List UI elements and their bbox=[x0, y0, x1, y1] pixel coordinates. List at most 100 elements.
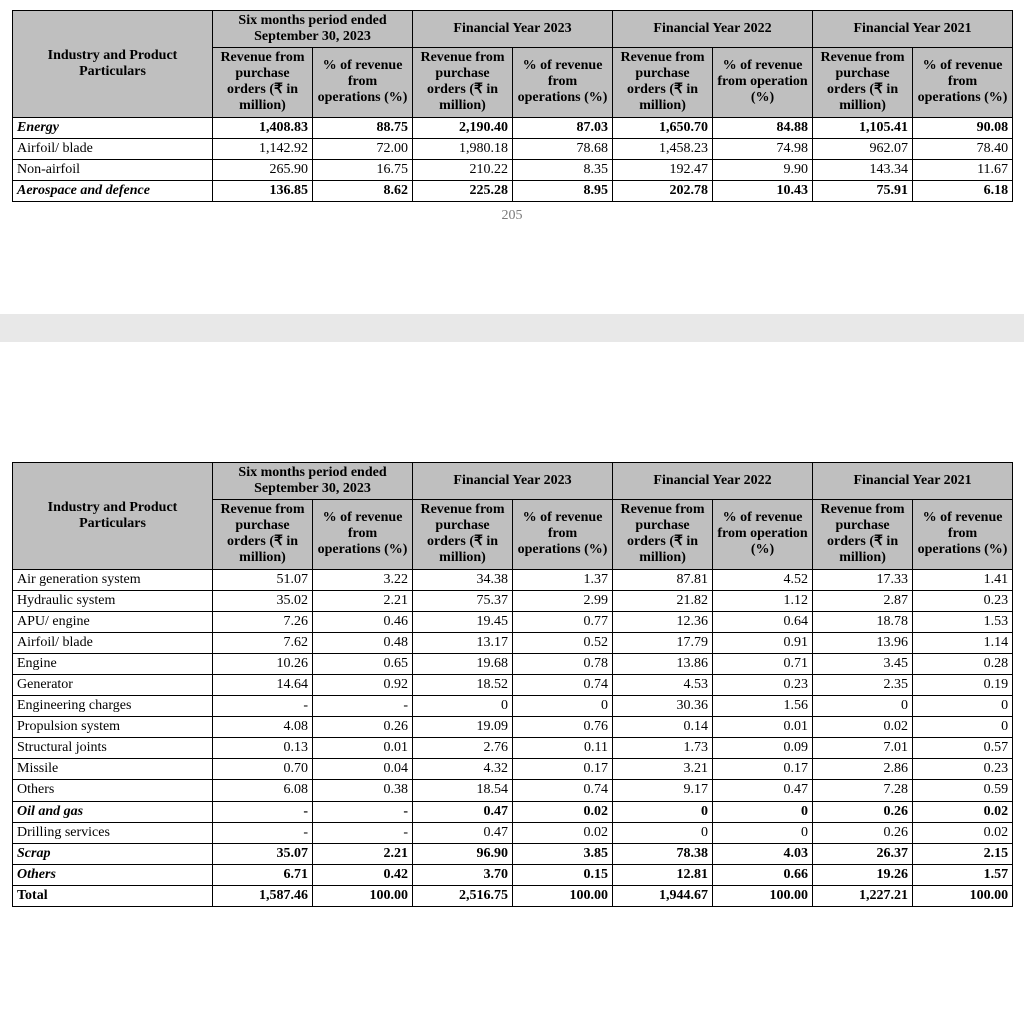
cell-value: 10.43 bbox=[713, 180, 813, 201]
table-row: Missile0.700.044.320.173.210.172.860.23 bbox=[13, 759, 1013, 780]
table-row: Propulsion system4.080.2619.090.760.140.… bbox=[13, 717, 1013, 738]
table-row: Generator14.640.9218.520.744.530.232.350… bbox=[13, 674, 1013, 695]
cell-value: 1,105.41 bbox=[813, 117, 913, 138]
cell-value: 1,458.23 bbox=[613, 138, 713, 159]
cell-value: 88.75 bbox=[313, 117, 413, 138]
table-row: Total1,587.46100.002,516.75100.001,944.6… bbox=[13, 885, 1013, 906]
cell-value: 72.00 bbox=[313, 138, 413, 159]
cell-value: 19.45 bbox=[413, 611, 513, 632]
cell-value: 11.67 bbox=[913, 159, 1013, 180]
cell-value: 10.26 bbox=[213, 653, 313, 674]
cell-value: 0.91 bbox=[713, 632, 813, 653]
cell-value: 0.47 bbox=[713, 780, 813, 801]
th-sub-pct-1: % of revenue from operations (%) bbox=[513, 48, 613, 117]
cell-value: 0.46 bbox=[313, 611, 413, 632]
cell-value: 51.07 bbox=[213, 569, 313, 590]
cell-value: 19.68 bbox=[413, 653, 513, 674]
cell-value: 0.11 bbox=[513, 738, 613, 759]
row-label: Total bbox=[13, 885, 213, 906]
table-row: Structural joints0.130.012.760.111.730.0… bbox=[13, 738, 1013, 759]
cell-value: 12.81 bbox=[613, 864, 713, 885]
cell-value: 0 bbox=[913, 696, 1013, 717]
cell-value: 96.90 bbox=[413, 843, 513, 864]
row-label: Drilling services bbox=[13, 822, 213, 843]
row-label: Propulsion system bbox=[13, 717, 213, 738]
table-row: Scrap35.072.2196.903.8578.384.0326.372.1… bbox=[13, 843, 1013, 864]
cell-value: 0.71 bbox=[713, 653, 813, 674]
cell-value: 100.00 bbox=[313, 885, 413, 906]
table-row: Airfoil/ blade1,142.9272.001,980.1878.68… bbox=[13, 138, 1013, 159]
cell-value: 0.02 bbox=[913, 801, 1013, 822]
cell-value: 1,944.67 bbox=[613, 885, 713, 906]
th-sub-rev-3: Revenue from purchase orders (₹ in milli… bbox=[813, 48, 913, 117]
cell-value: - bbox=[213, 696, 313, 717]
cell-value: 1.37 bbox=[513, 569, 613, 590]
row-label: Scrap bbox=[13, 843, 213, 864]
table-row: Others6.080.3818.540.749.170.477.280.59 bbox=[13, 780, 1013, 801]
cell-value: 78.68 bbox=[513, 138, 613, 159]
cell-value: 75.91 bbox=[813, 180, 913, 201]
cell-value: 0.01 bbox=[713, 717, 813, 738]
row-label: APU/ engine bbox=[13, 611, 213, 632]
cell-value: 13.96 bbox=[813, 632, 913, 653]
th-rowhead: Industry and Product Particulars bbox=[13, 11, 213, 118]
table-row: Oil and gas--0.470.02000.260.02 bbox=[13, 801, 1013, 822]
table-row: Non-airfoil265.9016.75210.228.35192.479.… bbox=[13, 159, 1013, 180]
cell-value: 962.07 bbox=[813, 138, 913, 159]
cell-value: 136.85 bbox=[213, 180, 313, 201]
th-period-2: Financial Year 2022 bbox=[613, 11, 813, 48]
cell-value: 75.37 bbox=[413, 590, 513, 611]
cell-value: 0.28 bbox=[913, 653, 1013, 674]
cell-value: 0.17 bbox=[513, 759, 613, 780]
cell-value: 0.23 bbox=[713, 674, 813, 695]
cell-value: 19.09 bbox=[413, 717, 513, 738]
cell-value: 9.90 bbox=[713, 159, 813, 180]
cell-value: 26.37 bbox=[813, 843, 913, 864]
cell-value: 0.17 bbox=[713, 759, 813, 780]
cell-value: 265.90 bbox=[213, 159, 313, 180]
cell-value: 4.52 bbox=[713, 569, 813, 590]
cell-value: 1.57 bbox=[913, 864, 1013, 885]
cell-value: 143.34 bbox=[813, 159, 913, 180]
cell-value: 1.12 bbox=[713, 590, 813, 611]
cell-value: 1,650.70 bbox=[613, 117, 713, 138]
cell-value: 0.77 bbox=[513, 611, 613, 632]
cell-value: 0.09 bbox=[713, 738, 813, 759]
cell-value: 0.02 bbox=[513, 801, 613, 822]
cell-value: 35.02 bbox=[213, 590, 313, 611]
th-sub-rev-2: Revenue from purchase orders (₹ in milli… bbox=[613, 48, 713, 117]
cell-value: 0.42 bbox=[313, 864, 413, 885]
cell-value: 0 bbox=[713, 801, 813, 822]
cell-value: 210.22 bbox=[413, 159, 513, 180]
row-label: Aerospace and defence bbox=[13, 180, 213, 201]
cell-value: 18.54 bbox=[413, 780, 513, 801]
page-bottom: Industry and Product Particulars Six mon… bbox=[0, 452, 1024, 927]
cell-value: 13.86 bbox=[613, 653, 713, 674]
cell-value: 0.04 bbox=[313, 759, 413, 780]
cell-value: 3.21 bbox=[613, 759, 713, 780]
table-row: APU/ engine7.260.4619.450.7712.360.6418.… bbox=[13, 611, 1013, 632]
cell-value: 100.00 bbox=[913, 885, 1013, 906]
cell-value: 225.28 bbox=[413, 180, 513, 201]
table-row: Hydraulic system35.022.2175.372.9921.821… bbox=[13, 590, 1013, 611]
cell-value: 7.62 bbox=[213, 632, 313, 653]
th2-period-1: Financial Year 2023 bbox=[413, 462, 613, 499]
th2-sub-pct-1: % of revenue from operations (%) bbox=[513, 500, 613, 569]
cell-value: 0.52 bbox=[513, 632, 613, 653]
cell-value: 17.79 bbox=[613, 632, 713, 653]
cell-value: 0 bbox=[813, 696, 913, 717]
cell-value: 1.14 bbox=[913, 632, 1013, 653]
row-label: Hydraulic system bbox=[13, 590, 213, 611]
cell-value: - bbox=[213, 822, 313, 843]
cell-value: 8.35 bbox=[513, 159, 613, 180]
table2-head: Industry and Product Particulars Six mon… bbox=[13, 462, 1013, 569]
table-row: Engineering charges--0030.361.5600 bbox=[13, 696, 1013, 717]
row-label: Non-airfoil bbox=[13, 159, 213, 180]
table1-head: Industry and Product Particulars Six mon… bbox=[13, 11, 1013, 118]
th2-sub-pct-3: % of revenue from operations (%) bbox=[913, 500, 1013, 569]
cell-value: 19.26 bbox=[813, 864, 913, 885]
cell-value: 2.87 bbox=[813, 590, 913, 611]
cell-value: 0.59 bbox=[913, 780, 1013, 801]
cell-value: 0 bbox=[613, 822, 713, 843]
cell-value: 0.02 bbox=[513, 822, 613, 843]
